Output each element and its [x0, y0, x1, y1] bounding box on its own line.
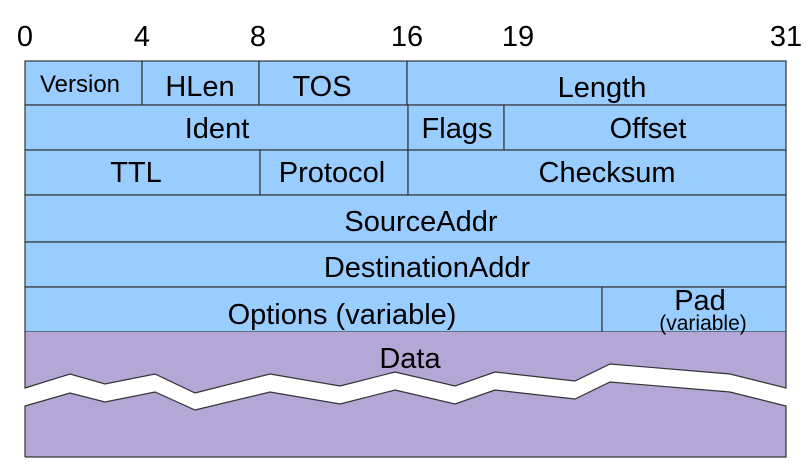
options-label: Options (variable) [228, 299, 457, 331]
offset-label: Offset [610, 113, 687, 145]
tos-cell [258, 60, 408, 106]
checksum-label: Checksum [539, 157, 676, 189]
data-block-lower-outline [24, 381, 787, 458]
source-addr-cell [24, 194, 787, 243]
checksum-cell [407, 149, 787, 196]
bit-label-16: 16 [391, 21, 423, 53]
field-labels: Version HLen TOS Length Ident Flags Offs… [40, 71, 747, 375]
length-cell [406, 60, 787, 106]
data-block-upper [25, 332, 786, 393]
length-label: Length [558, 72, 647, 104]
bit-label-4: 4 [134, 21, 150, 53]
data-area [24, 332, 787, 458]
ttl-label: TTL [110, 157, 162, 189]
pad-cell [601, 286, 787, 333]
bit-label-8: 8 [250, 21, 266, 53]
bit-label-0: 0 [17, 21, 33, 53]
tos-label: TOS [292, 71, 351, 103]
data-block-upper-outline [24, 332, 787, 394]
pad-label: Pad [674, 285, 726, 317]
ident-label: Ident [185, 113, 250, 145]
bit-label-19: 19 [502, 21, 534, 53]
bit-ruler: 0 4 8 16 19 31 [17, 21, 802, 53]
destination-addr-cell [24, 241, 787, 288]
protocol-label: Protocol [279, 157, 385, 189]
data-label: Data [379, 343, 441, 375]
ttl-cell [24, 149, 261, 196]
hlen-cell [141, 60, 260, 106]
flags-label: Flags [422, 113, 493, 145]
flags-cell [407, 104, 505, 151]
bit-label-31: 31 [770, 21, 802, 53]
version-cell [24, 60, 143, 106]
destination-addr-label: DestinationAddr [324, 252, 531, 284]
source-addr-label: SourceAddr [344, 206, 497, 238]
hlen-label: HLen [165, 71, 234, 103]
data-block-lower [25, 382, 786, 457]
header-fields [24, 60, 787, 333]
version-label: Version [40, 71, 120, 98]
pad-note-label: (variable) [659, 312, 747, 335]
